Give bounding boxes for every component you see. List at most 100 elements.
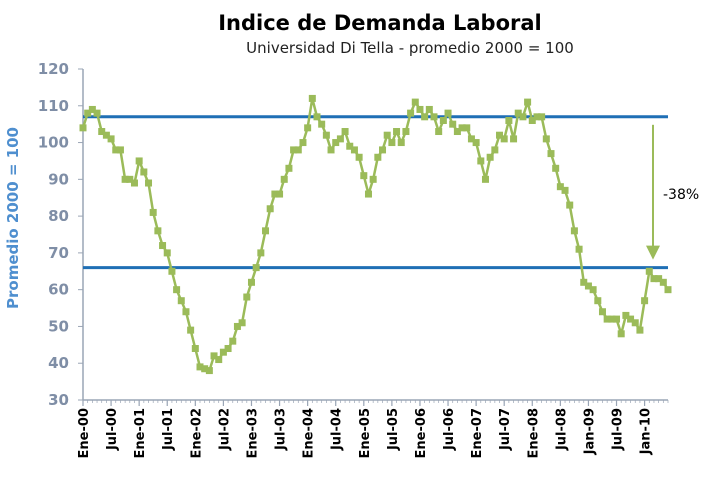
data-point [458,124,466,132]
data-point [191,345,199,353]
data-point [308,94,316,102]
data-point [187,326,195,334]
data-point [355,153,363,161]
data-point [444,109,452,117]
data-point [542,135,550,143]
data-point [528,116,536,124]
data-point [360,172,368,180]
data-point [617,330,625,338]
data-point [257,249,265,257]
data-point [580,278,588,286]
data-point [631,319,639,327]
data-point [336,135,344,143]
data-point [294,146,302,154]
x-tick-label: Ene-07 [470,408,485,458]
data-point [271,190,279,198]
y-tick-label: 120 [38,60,69,78]
annotation-arrow-head [646,245,660,260]
data-point [636,326,644,334]
series-line [81,97,670,372]
data-point [290,146,298,154]
data-point [510,135,518,143]
data-point [102,131,110,139]
data-point [575,245,583,253]
data-point [313,113,321,121]
data-point [547,150,555,158]
y-axis-label: Promedio 2000 = 100 [4,127,22,309]
data-point [350,146,358,154]
data-point [514,109,522,117]
y-tick-label: 90 [48,170,69,188]
data-point [589,286,597,294]
data-point [491,146,499,154]
data-point [93,109,101,117]
data-point [346,142,354,150]
x-tick-label: Ene-05 [358,408,373,458]
data-point [364,190,372,198]
data-point [566,201,574,209]
annotation-label: -38% [663,187,699,203]
data-point [285,164,293,172]
x-tick-label: Jul-00 [105,408,120,451]
data-point [439,116,447,124]
y-tick-label: 40 [48,354,69,372]
x-tick-label: Ene-04 [302,408,317,458]
data-point [449,120,457,128]
data-point [173,286,181,294]
data-point [407,109,415,117]
data-point [552,164,560,172]
data-point [252,264,260,272]
data-point [149,208,157,216]
data-point [247,278,255,286]
data-point [107,135,115,143]
data-point [594,297,602,305]
data-point [318,120,326,128]
data-point [467,135,475,143]
data-point [215,356,223,364]
data-point [168,267,176,275]
data-point [276,190,284,198]
data-point [519,113,527,121]
data-point [177,297,185,305]
data-point [233,322,241,330]
data-point [421,113,429,121]
data-point [533,113,541,121]
data-point [402,128,410,136]
data-point [472,139,480,147]
data-point [374,153,382,161]
data-point [98,128,106,136]
x-tick-label: Jul-06 [442,408,457,451]
data-point [341,128,349,136]
reference-lines [83,115,668,270]
data-point [112,146,120,154]
data-series [79,94,672,375]
x-tick-label: Jul-02 [217,408,232,451]
data-point [84,109,92,117]
data-point [598,308,606,316]
x-tick-label: Jul-05 [386,408,401,451]
data-point [140,168,148,176]
data-point [201,365,209,373]
data-point [505,116,513,124]
data-point [224,345,232,353]
data-point [327,146,335,154]
data-point [280,175,288,183]
data-point [613,315,621,323]
x-tick-label: Jan-10 [639,408,654,455]
data-point [379,146,387,154]
data-point [397,139,405,147]
x-tick-label: Ene-00 [77,408,92,458]
data-point [627,315,635,323]
data-point [664,286,672,294]
data-point [496,131,504,139]
x-tick-label: Ene-08 [526,408,541,458]
data-point [393,128,401,136]
data-point [477,157,485,165]
data-point [435,128,443,136]
data-point [243,293,251,301]
data-point [486,153,494,161]
data-point [430,113,438,121]
data-point [79,124,87,132]
data-point [650,275,658,283]
